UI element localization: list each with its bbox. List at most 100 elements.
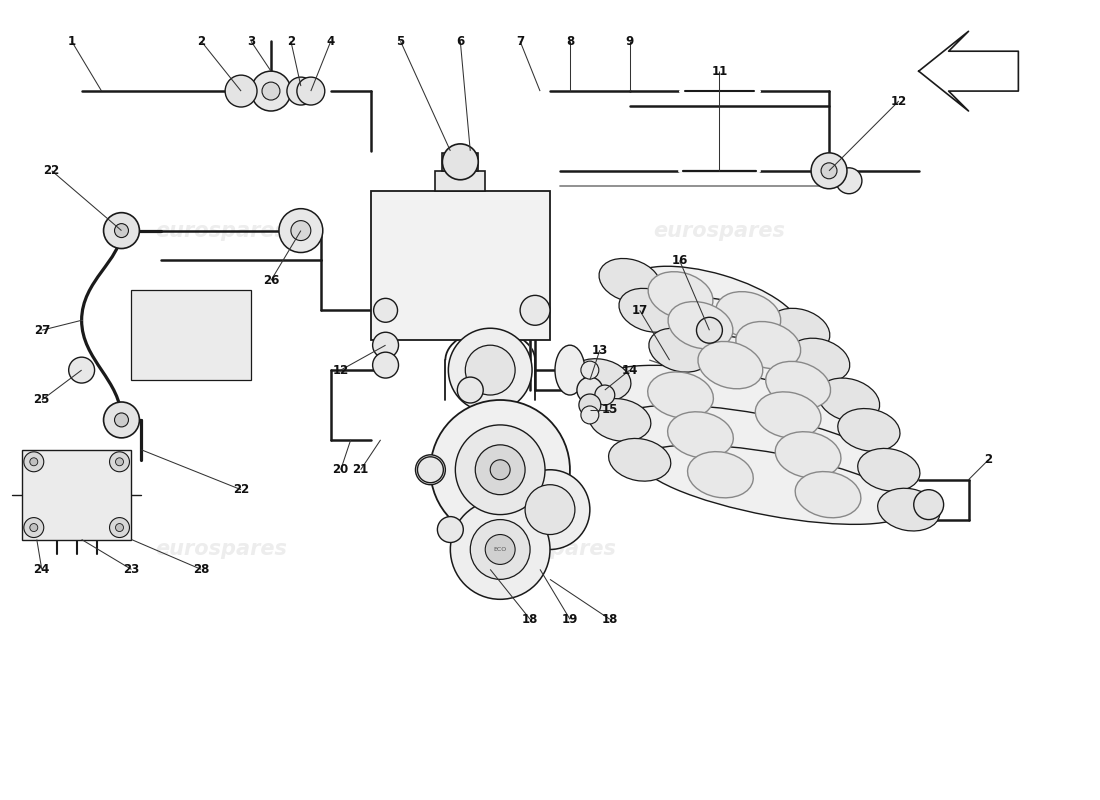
Circle shape <box>525 485 575 534</box>
Circle shape <box>373 332 398 358</box>
Circle shape <box>811 153 847 189</box>
Ellipse shape <box>688 452 754 498</box>
Text: 8: 8 <box>565 34 574 48</box>
Ellipse shape <box>569 358 631 402</box>
Circle shape <box>491 460 510 480</box>
Circle shape <box>576 377 603 403</box>
Ellipse shape <box>818 378 880 422</box>
Text: eurospares: eurospares <box>484 539 616 559</box>
Ellipse shape <box>697 342 762 389</box>
Text: 23: 23 <box>123 563 140 576</box>
Text: 19: 19 <box>562 613 579 626</box>
Text: 11: 11 <box>712 65 727 78</box>
Ellipse shape <box>648 372 714 418</box>
Text: 2: 2 <box>197 34 206 48</box>
Text: 12: 12 <box>891 94 906 107</box>
Circle shape <box>290 221 311 241</box>
Bar <box>442 153 478 170</box>
Text: 18: 18 <box>602 613 618 626</box>
Text: 16: 16 <box>671 254 688 267</box>
Circle shape <box>455 425 544 514</box>
Text: 2: 2 <box>984 454 992 466</box>
Circle shape <box>116 458 123 466</box>
Ellipse shape <box>668 412 734 458</box>
Text: 20: 20 <box>332 463 349 476</box>
Text: 7: 7 <box>516 34 525 48</box>
Text: 9: 9 <box>626 34 634 48</box>
Text: 3: 3 <box>248 34 255 48</box>
Circle shape <box>438 517 463 542</box>
Circle shape <box>475 445 525 494</box>
Ellipse shape <box>619 405 889 485</box>
Text: 1: 1 <box>67 34 76 48</box>
Circle shape <box>114 413 129 427</box>
Circle shape <box>114 224 129 238</box>
Circle shape <box>595 385 615 405</box>
Ellipse shape <box>608 438 671 481</box>
Text: 26: 26 <box>263 274 279 287</box>
Circle shape <box>68 357 95 383</box>
Ellipse shape <box>716 292 781 339</box>
Circle shape <box>449 328 532 412</box>
Ellipse shape <box>629 266 800 345</box>
Ellipse shape <box>649 328 711 372</box>
Text: 28: 28 <box>192 563 209 576</box>
Circle shape <box>471 519 530 579</box>
Bar <box>22 450 132 539</box>
Text: 4: 4 <box>327 34 334 48</box>
Circle shape <box>374 298 397 322</box>
Text: 24: 24 <box>34 563 50 576</box>
Text: 14: 14 <box>621 364 638 377</box>
Ellipse shape <box>878 488 939 531</box>
Circle shape <box>287 77 315 105</box>
Ellipse shape <box>858 449 920 491</box>
Circle shape <box>418 457 443 482</box>
Ellipse shape <box>600 258 660 302</box>
Polygon shape <box>918 31 1019 111</box>
Ellipse shape <box>789 338 850 382</box>
Ellipse shape <box>649 296 820 374</box>
Circle shape <box>373 352 398 378</box>
Bar <box>436 170 485 190</box>
Circle shape <box>450 500 550 599</box>
Circle shape <box>262 82 279 100</box>
Text: 12: 12 <box>332 364 349 377</box>
Circle shape <box>821 163 837 178</box>
Circle shape <box>416 455 446 485</box>
Circle shape <box>914 490 944 519</box>
Text: 22: 22 <box>233 483 250 496</box>
Ellipse shape <box>766 362 830 409</box>
Text: eurospares: eurospares <box>653 221 785 241</box>
Circle shape <box>116 523 123 531</box>
Text: 27: 27 <box>34 324 50 337</box>
Ellipse shape <box>556 345 585 395</box>
Circle shape <box>110 452 130 472</box>
Circle shape <box>110 518 130 538</box>
Ellipse shape <box>679 336 849 414</box>
Text: 13: 13 <box>592 344 608 357</box>
Circle shape <box>30 458 37 466</box>
Circle shape <box>297 77 324 105</box>
Text: 25: 25 <box>34 394 50 406</box>
Text: 15: 15 <box>602 403 618 417</box>
Circle shape <box>24 452 44 472</box>
Circle shape <box>581 361 598 379</box>
Circle shape <box>442 144 478 180</box>
Text: eurospares: eurospares <box>155 221 287 241</box>
Circle shape <box>24 518 44 538</box>
Circle shape <box>696 318 723 343</box>
Circle shape <box>458 377 483 403</box>
Ellipse shape <box>648 272 713 319</box>
Ellipse shape <box>600 366 869 445</box>
Circle shape <box>103 213 140 249</box>
Text: 21: 21 <box>352 463 368 476</box>
Circle shape <box>430 400 570 539</box>
Ellipse shape <box>588 398 651 442</box>
Ellipse shape <box>769 308 829 352</box>
Ellipse shape <box>639 445 909 524</box>
Circle shape <box>581 406 598 424</box>
Circle shape <box>465 345 515 395</box>
Circle shape <box>510 470 590 550</box>
Text: 17: 17 <box>631 304 648 317</box>
Circle shape <box>836 168 862 194</box>
